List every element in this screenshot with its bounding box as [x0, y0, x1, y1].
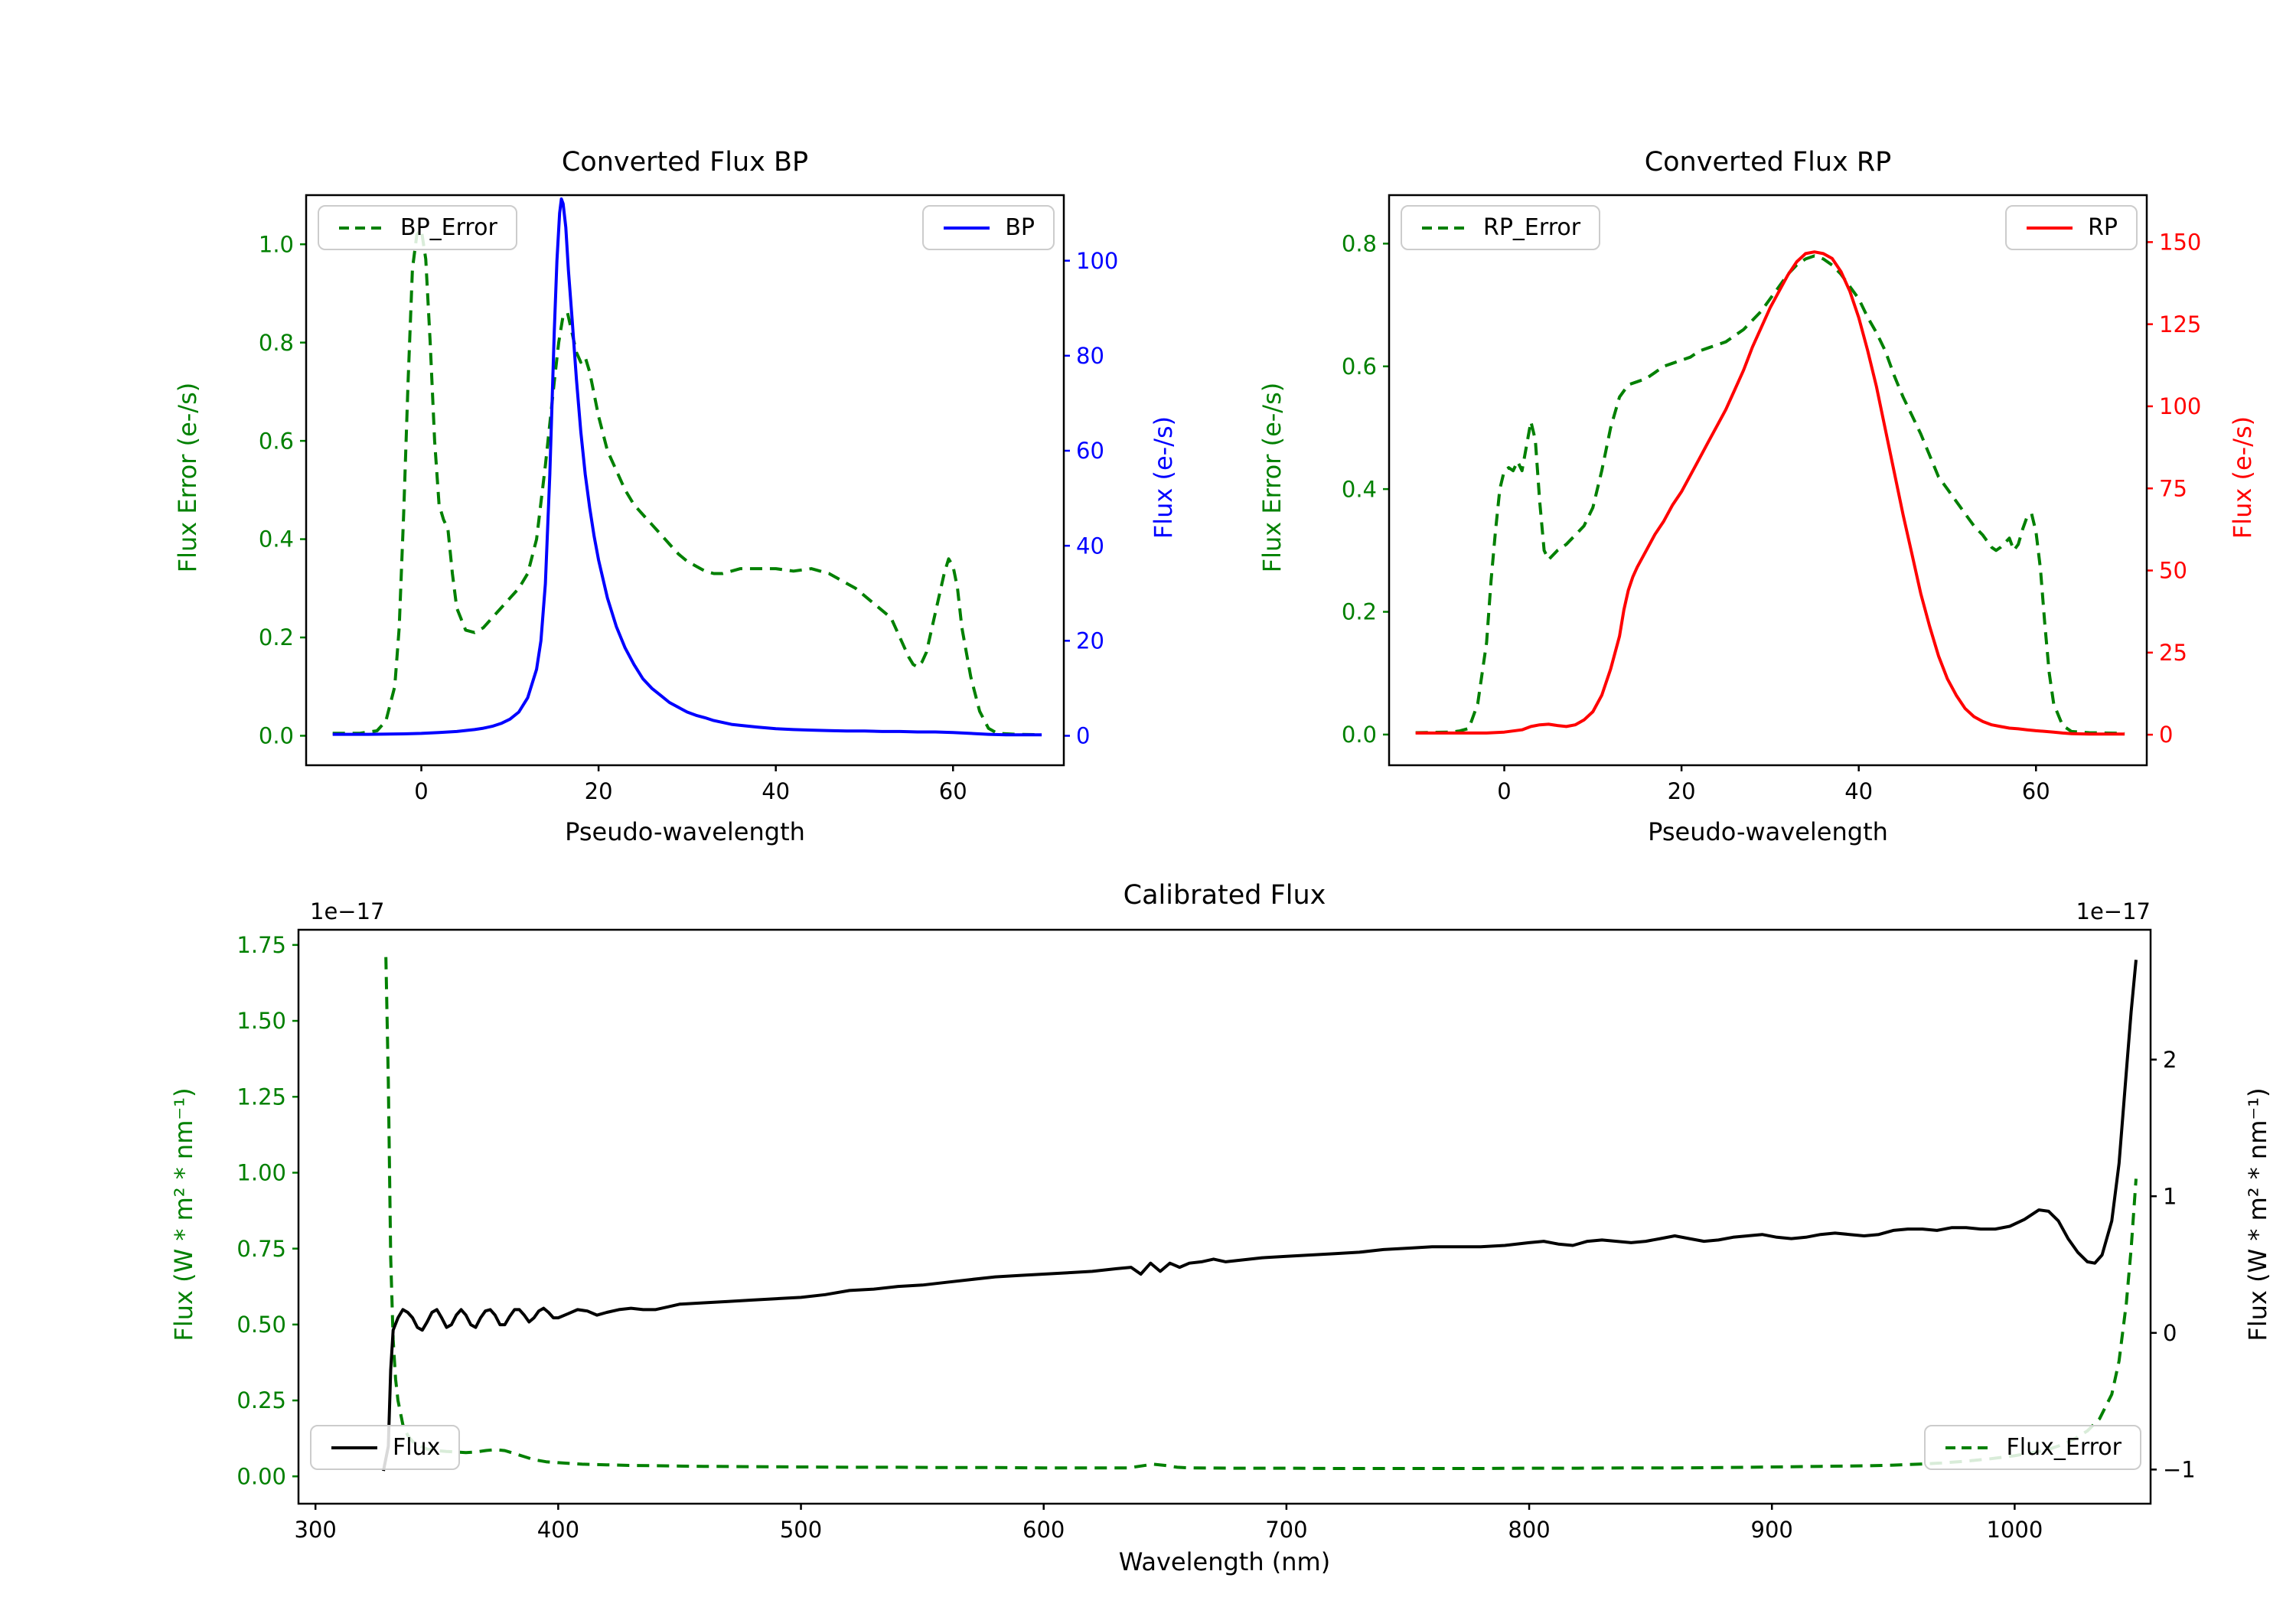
svg-text:800: 800: [1508, 1517, 1550, 1543]
svg-text:0.2: 0.2: [259, 624, 294, 650]
svg-text:100: 100: [1076, 248, 1118, 274]
svg-text:0: 0: [414, 778, 428, 804]
svg-text:1.00: 1.00: [236, 1160, 286, 1186]
calibrated-yaxis-right-label: Flux (W * m² * nm⁻¹): [2243, 1087, 2272, 1341]
svg-text:0.6: 0.6: [259, 428, 294, 454]
svg-text:0.0: 0.0: [259, 723, 294, 749]
svg-text:150: 150: [2159, 230, 2201, 256]
bp-error-legend: BP_Error: [318, 205, 517, 250]
flux-legend: Flux: [310, 1425, 461, 1470]
svg-text:50: 50: [2159, 558, 2187, 584]
bp-xaxis-label: Pseudo-wavelength: [565, 817, 805, 846]
bp-chart-title: Converted Flux BP: [561, 147, 809, 178]
svg-text:0.75: 0.75: [236, 1236, 286, 1262]
svg-text:0: 0: [2163, 1320, 2177, 1346]
svg-text:0.50: 0.50: [236, 1312, 286, 1338]
svg-text:20: 20: [1668, 778, 1696, 804]
svg-text:1.75: 1.75: [236, 932, 286, 958]
calibrated-yaxis-left-label: Flux (W * m² * nm⁻¹): [169, 1087, 198, 1341]
rp-legend-label: RP: [2088, 214, 2118, 241]
calibrated-xaxis-label: Wavelength (nm): [1118, 1547, 1331, 1576]
flux-error-line: [384, 957, 2138, 1470]
svg-text:0.00: 0.00: [236, 1463, 286, 1489]
svg-text:−1: −1: [2163, 1457, 2196, 1483]
svg-text:40: 40: [762, 778, 790, 804]
svg-text:700: 700: [1265, 1517, 1307, 1543]
svg-text:0.8: 0.8: [259, 330, 294, 356]
svg-text:0.8: 0.8: [1342, 231, 1377, 257]
svg-text:0.4: 0.4: [259, 526, 294, 553]
svg-text:0: 0: [1076, 723, 1090, 749]
flux-legend-line: [331, 1446, 377, 1449]
svg-text:1: 1: [2163, 1183, 2177, 1209]
right-axis-offset-text: 1e−17: [2076, 898, 2151, 924]
flux-legend-label: Flux: [393, 1434, 441, 1461]
bp-error-legend-line: [339, 226, 385, 230]
svg-text:60: 60: [1076, 438, 1104, 464]
svg-text:25: 25: [2159, 640, 2187, 666]
svg-text:0.25: 0.25: [236, 1387, 286, 1413]
bp-yaxis-right-label: Flux (e-/s): [1149, 416, 1178, 539]
calibrated-chart-title: Calibrated Flux: [1123, 880, 1326, 911]
svg-text:20: 20: [585, 778, 613, 804]
svg-text:100: 100: [2159, 393, 2201, 419]
svg-text:300: 300: [295, 1517, 337, 1543]
svg-text:600: 600: [1022, 1517, 1065, 1543]
rp-error-line: [1415, 254, 2125, 735]
bp-line: [332, 197, 1042, 737]
svg-text:400: 400: [537, 1517, 579, 1543]
bp-error-legend-label: BP_Error: [400, 214, 497, 241]
svg-text:125: 125: [2159, 311, 2201, 337]
svg-text:1.25: 1.25: [236, 1084, 286, 1110]
svg-text:900: 900: [1751, 1517, 1793, 1543]
rp-plot: 0 20 40 60 0.0 0.2 0.4 0.6 0.8 0 25 50 75 100 125 150: [1342, 194, 2201, 804]
svg-text:1000: 1000: [1986, 1517, 2043, 1543]
bp-error-line: [332, 228, 1042, 737]
calibrated-axes-box: [297, 928, 2152, 1505]
bp-legend-line: [944, 226, 990, 230]
svg-text:80: 80: [1076, 343, 1104, 369]
rp-yaxis-left-label: Flux Error (e-/s): [1257, 382, 1287, 573]
svg-text:1.50: 1.50: [236, 1008, 286, 1034]
bp-legend-label: BP: [1005, 214, 1035, 241]
rp-error-legend: RP_Error: [1401, 205, 1601, 250]
rp-axes-box: [1388, 194, 2148, 767]
rp-legend-line: [2027, 226, 2073, 230]
rp-legend: RP: [2005, 205, 2138, 250]
svg-text:2: 2: [2163, 1047, 2177, 1073]
bp-yaxis-left-label: Flux Error (e-/s): [173, 382, 202, 573]
svg-text:60: 60: [939, 778, 967, 804]
svg-text:0.6: 0.6: [1342, 354, 1377, 380]
svg-text:1.0: 1.0: [259, 231, 294, 257]
bp-axes-box: [305, 194, 1065, 767]
flux-error-legend-line: [1945, 1446, 1991, 1449]
flux-line: [382, 960, 2138, 1472]
calibrated-plot: 300 400 500 600 700 800 900 1000 0.00 0.25 0.50 0.7…: [236, 928, 2196, 1543]
svg-text:75: 75: [2159, 475, 2187, 501]
rp-line: [1415, 250, 2125, 736]
svg-text:60: 60: [2022, 778, 2050, 804]
svg-text:0.4: 0.4: [1342, 476, 1377, 502]
bp-legend: BP: [922, 205, 1055, 250]
svg-text:0: 0: [2159, 722, 2173, 748]
svg-text:0.0: 0.0: [1342, 722, 1377, 748]
rp-error-legend-label: RP_Error: [1483, 214, 1581, 241]
flux-error-legend-label: Flux_Error: [2006, 1434, 2122, 1461]
svg-text:500: 500: [780, 1517, 822, 1543]
svg-text:40: 40: [1844, 778, 1873, 804]
left-axis-offset-text: 1e−17: [310, 898, 385, 924]
svg-text:40: 40: [1076, 533, 1104, 559]
svg-text:20: 20: [1076, 627, 1104, 654]
flux-error-legend: Flux_Error: [1923, 1425, 2141, 1470]
rp-chart-title: Converted Flux RP: [1644, 147, 1892, 178]
bp-plot: 0 20 40 60 0.0 0.2 0.4 0.6 0.8 1.0 0 20 40 60 80 100: [259, 194, 1118, 804]
svg-text:0: 0: [1497, 778, 1511, 804]
rp-xaxis-label: Pseudo-wavelength: [1648, 817, 1888, 846]
rp-yaxis-right-label: Flux (e-/s): [2228, 416, 2257, 539]
rp-error-legend-line: [1422, 226, 1468, 230]
svg-text:0.2: 0.2: [1342, 599, 1377, 625]
